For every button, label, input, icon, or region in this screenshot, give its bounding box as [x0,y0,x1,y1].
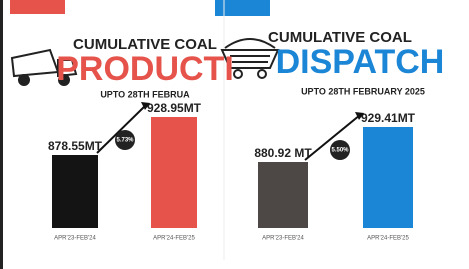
growth-label: 5.50% [331,148,349,154]
bar [52,155,98,228]
infographic: CUMULATIVE COALPRODUCTIUPTO 28TH FEBRUA8… [0,0,469,269]
value-label: 878.55MT [48,139,103,153]
bar [151,117,197,228]
panel-subtitle: PRODUCTI [56,50,234,88]
red-block [10,0,65,14]
category-label: APR'24-FEB'25 [153,236,195,242]
growth-label: 5.73% [116,138,134,144]
panel-subtitle: DISPATCH [276,43,445,81]
category-label: APR'23-FEB'24 [54,236,96,242]
left-border [0,0,3,269]
bar [363,127,413,228]
value-label: 929.41MT [361,111,416,125]
panel-note: UPTO 28TH FEBRUARY 2025 [301,86,425,96]
value-label: 880.92 MT [254,146,312,160]
value-label: 928.95MT [147,101,202,115]
category-label: APR'23-FEB'24 [262,236,304,242]
bar [258,162,308,228]
blue-block [215,0,270,16]
panel-note: UPTO 28TH FEBRUA [100,89,190,99]
category-label: APR'24-FEB'25 [367,236,409,242]
